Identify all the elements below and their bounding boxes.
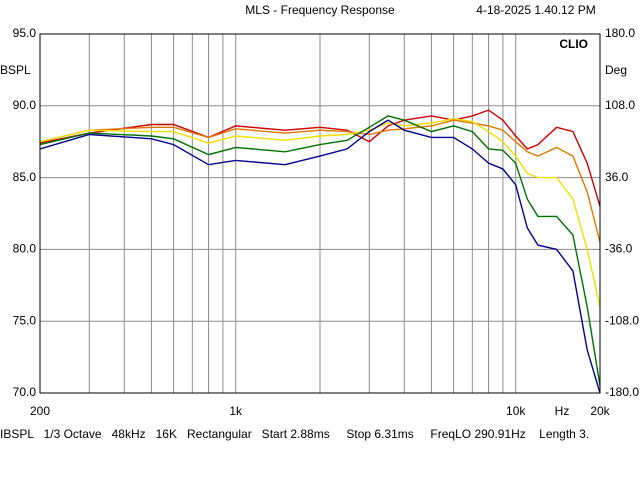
y-tick-label: 90.0	[13, 98, 37, 112]
series-line	[39, 119, 601, 243]
y2-tick-label: -180.0	[605, 385, 639, 399]
x-unit-label: Hz	[555, 404, 570, 418]
y-tick-label: 70.0	[13, 385, 37, 399]
series-line	[39, 117, 601, 307]
y2-tick-label: -108.0	[605, 313, 639, 327]
y-tick-label: 85.0	[13, 170, 37, 184]
plot-border	[39, 33, 601, 394]
y-tick-label: 80.0	[13, 242, 37, 256]
y2-tick-label: 108.0	[605, 98, 635, 112]
footer-info: IBSPL 1/3 Octave 48kHz 16K Rectangular S…	[0, 427, 589, 441]
y-tick-label: 95.0	[13, 26, 37, 40]
x-tick-label: 20k	[590, 404, 610, 418]
chart-title: MLS - Frequency Response	[245, 3, 395, 17]
x-tick-label: 200	[30, 404, 50, 418]
y-tick-label: 75.0	[13, 313, 37, 327]
timestamp: 4-18-2025 1.40.12 PM	[476, 3, 595, 17]
x-tick-label: 10k	[506, 404, 526, 418]
y2-axis-label: Deg	[605, 63, 627, 77]
x-tick-label: 1k	[229, 404, 243, 418]
series-line	[39, 115, 601, 386]
brand-label: CLIO	[559, 37, 588, 51]
y2-tick-label: 36.0	[605, 170, 629, 184]
y-axis-label: BSPL	[0, 63, 31, 77]
y2-tick-label: -36.0	[605, 242, 633, 256]
y2-tick-label: 180.0	[605, 26, 635, 40]
series-line	[39, 119, 601, 394]
